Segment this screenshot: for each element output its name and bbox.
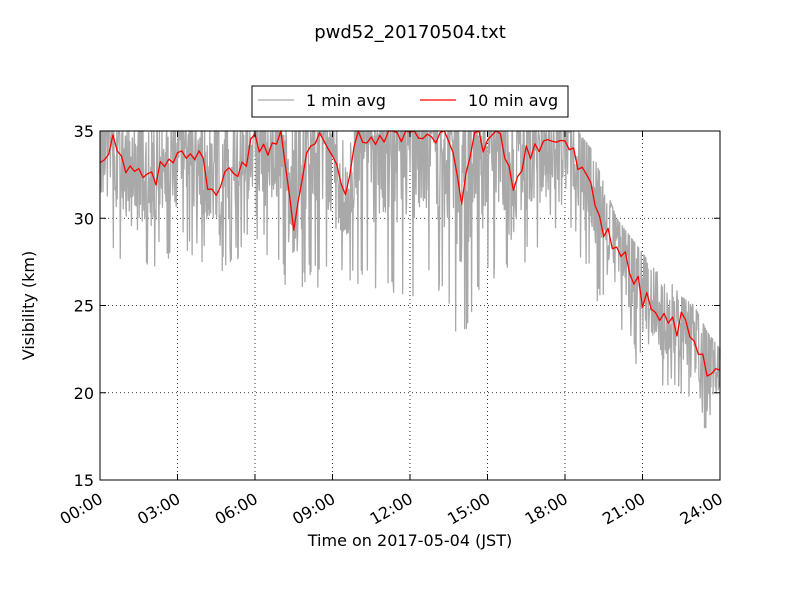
legend: 1 min avg 10 min avg (251, 85, 569, 118)
x-tick-label: 24:00 (677, 489, 726, 529)
y-tick-label: 35 (74, 122, 94, 141)
x-tick-label: 00:00 (57, 489, 106, 529)
x-tick-label: 21:00 (599, 489, 648, 529)
y-tick-label: 20 (74, 384, 94, 403)
x-tick-label: 06:00 (212, 489, 261, 529)
grid (100, 131, 720, 480)
y-tick-label: 15 (74, 471, 94, 490)
legend-box (251, 85, 569, 118)
x-tick-label: 09:00 (289, 489, 338, 529)
x-tick-label: 12:00 (367, 489, 416, 529)
legend-label-1min-avg: 1 min avg (306, 91, 386, 110)
legend-label-10min-avg: 10 min avg (468, 91, 558, 110)
y-tick-label: 30 (74, 209, 94, 228)
series-line-1min-avg (99, 130, 721, 429)
chart-title: pwd52_20170504.txt (314, 22, 506, 43)
x-axis-label: Time on 2017-05-04 (JST) (307, 531, 512, 550)
x-tick-label: 18:00 (522, 489, 571, 529)
y-axis-label: Visibility (km) (19, 251, 38, 360)
x-tick-label: 15:00 (444, 489, 493, 529)
y-tick-label: 25 (74, 297, 94, 316)
x-tick-label: 03:00 (134, 489, 183, 529)
